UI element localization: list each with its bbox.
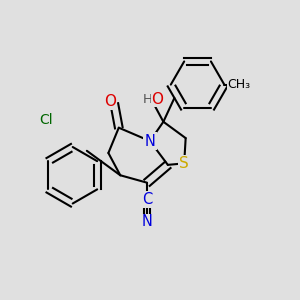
Text: C: C <box>142 192 152 207</box>
Text: Cl: Cl <box>39 113 53 127</box>
Text: N: N <box>142 214 152 230</box>
Text: H: H <box>143 93 153 106</box>
Text: O: O <box>151 92 163 107</box>
Text: S: S <box>179 156 189 171</box>
Text: CH₃: CH₃ <box>228 78 251 91</box>
Text: O: O <box>104 94 116 110</box>
Text: N: N <box>145 134 155 148</box>
